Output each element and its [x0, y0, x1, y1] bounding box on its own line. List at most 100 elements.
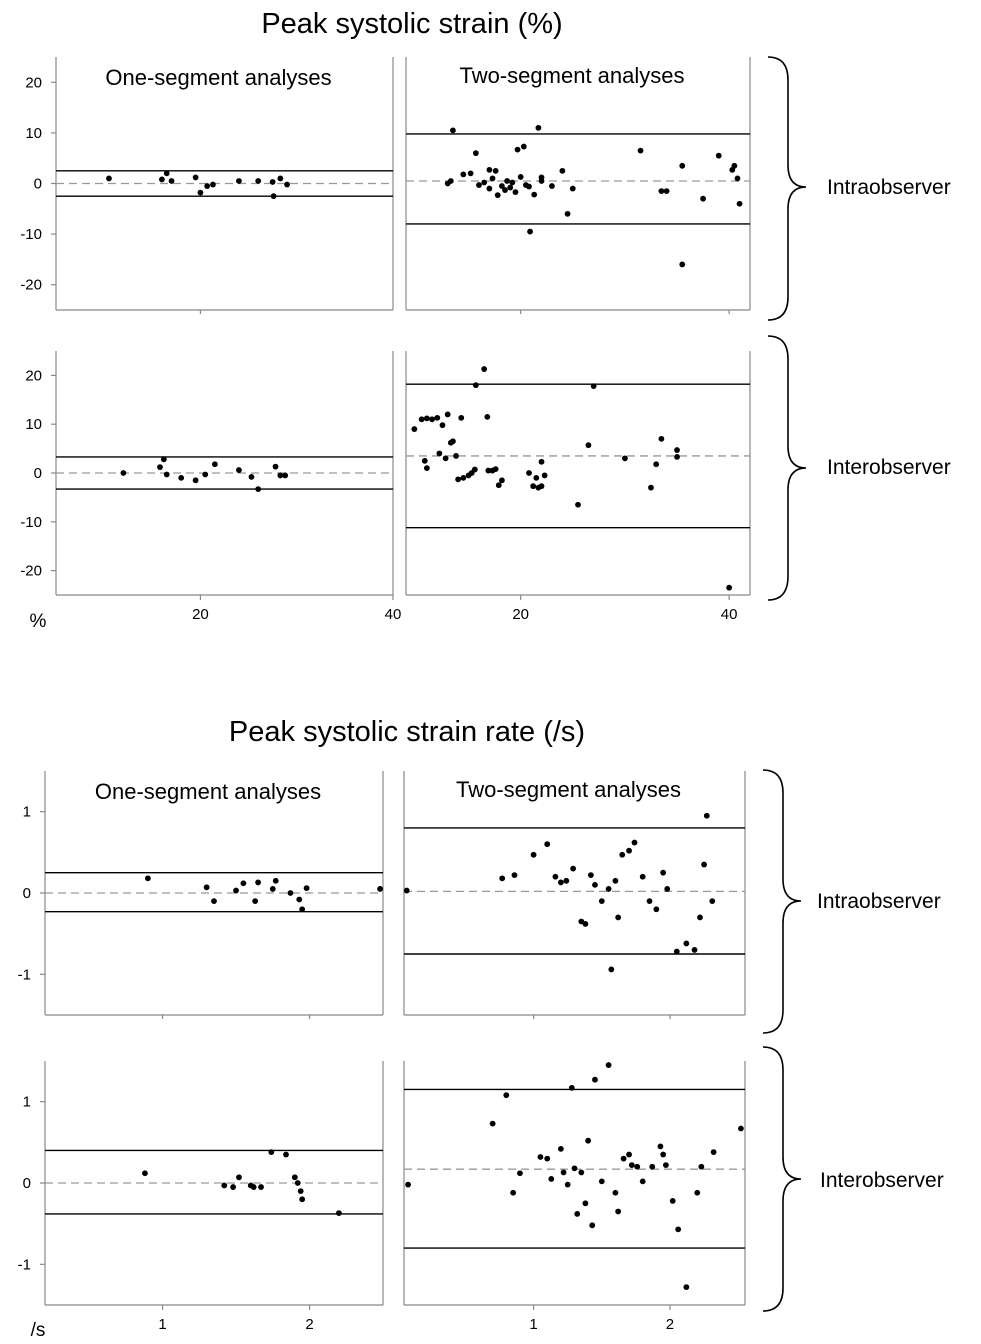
- data-point: [272, 877, 279, 884]
- data-point: [648, 484, 654, 491]
- data-point: [639, 873, 646, 880]
- data-point: [418, 416, 425, 423]
- data-point: [679, 261, 686, 268]
- y-tick-label: 1: [23, 1094, 31, 1111]
- data-point: [658, 435, 665, 442]
- data-point: [510, 1189, 517, 1196]
- data-point: [507, 184, 514, 191]
- data-point: [674, 453, 680, 460]
- panel-6: 1 0 -1 1 2: [18, 1061, 384, 1333]
- data-point: [557, 879, 564, 886]
- data-point: [236, 467, 242, 473]
- group-label-intraobserver-rate: Intraobserver: [817, 890, 941, 913]
- data-point: [548, 1176, 555, 1182]
- data-point: [637, 147, 644, 154]
- data-point: [615, 914, 622, 921]
- data-point: [527, 228, 533, 235]
- data-point: [160, 456, 167, 463]
- data-point: [582, 1200, 589, 1207]
- data-point: [277, 175, 284, 182]
- data-point: [492, 466, 499, 472]
- data-point: [282, 472, 289, 479]
- strain-rate-unit-label: /s: [31, 1320, 46, 1339]
- data-point: [439, 422, 446, 429]
- data-point: [481, 179, 488, 186]
- data-point: [486, 166, 493, 173]
- data-point: [615, 1208, 622, 1215]
- data-point: [622, 455, 628, 462]
- y-tick-label: 10: [25, 125, 42, 142]
- data-point: [268, 1149, 275, 1155]
- data-point: [736, 200, 743, 207]
- y-tick-label: 20: [25, 367, 42, 384]
- data-point: [258, 1184, 264, 1190]
- data-point: [564, 210, 571, 217]
- data-point: [738, 1125, 744, 1132]
- panel-4: 1 0 -1 One-segment analyses: [18, 771, 384, 1019]
- data-point: [660, 1151, 667, 1158]
- data-point: [287, 890, 294, 896]
- data-point: [429, 416, 435, 423]
- data-point: [423, 415, 430, 422]
- data-point: [568, 1084, 575, 1091]
- data-point: [142, 1170, 148, 1177]
- data-point: [163, 170, 170, 177]
- data-point: [336, 1210, 342, 1216]
- data-point: [255, 178, 262, 184]
- data-point: [303, 885, 310, 892]
- data-point: [674, 447, 680, 453]
- data-point: [560, 1169, 567, 1176]
- data-point: [559, 167, 566, 174]
- data-point: [434, 414, 441, 421]
- data-point: [731, 162, 738, 169]
- brace-interobserver-strain: [767, 335, 807, 601]
- data-point: [284, 181, 290, 188]
- data-point: [662, 1162, 669, 1169]
- panel-0: 20 10 0 -10 -20 One-segment analyses: [20, 57, 394, 314]
- data-point: [697, 914, 703, 921]
- x-tick-label: 1: [529, 1316, 537, 1333]
- data-point: [571, 1165, 578, 1172]
- data-point: [504, 178, 511, 184]
- data-point: [701, 861, 707, 868]
- panel-3: 20 40: [405, 351, 751, 623]
- data-point: [538, 174, 545, 181]
- data-point: [157, 464, 163, 471]
- data-point: [585, 1137, 592, 1144]
- data-point: [631, 839, 638, 846]
- data-point: [549, 183, 555, 189]
- data-point: [499, 875, 506, 882]
- panel-title: One-segment analyses: [95, 779, 321, 804]
- data-point: [203, 884, 210, 891]
- data-point: [512, 189, 519, 196]
- data-point: [700, 195, 706, 202]
- data-point: [526, 183, 532, 190]
- data-point: [192, 477, 199, 484]
- data-point: [294, 1180, 301, 1186]
- data-point: [557, 1145, 564, 1152]
- data-point: [660, 869, 667, 876]
- data-point: [248, 474, 255, 480]
- data-point: [236, 178, 242, 184]
- data-point: [675, 1226, 682, 1233]
- data-point: [178, 474, 185, 481]
- data-point: [587, 872, 594, 879]
- data-point: [514, 146, 521, 153]
- data-point: [144, 875, 151, 882]
- data-point: [605, 1062, 612, 1068]
- data-point: [538, 458, 545, 465]
- data-point: [423, 465, 430, 472]
- data-point: [460, 171, 467, 178]
- data-point: [492, 167, 499, 174]
- data-point: [163, 471, 170, 478]
- data-point: [233, 887, 239, 894]
- data-point: [236, 1174, 242, 1181]
- panel-1: Two-segment analyses: [405, 57, 751, 314]
- data-point: [499, 477, 505, 484]
- data-point: [403, 887, 410, 894]
- data-point: [277, 472, 284, 479]
- data-point: [592, 1076, 598, 1083]
- data-point: [552, 873, 559, 880]
- data-point: [715, 152, 722, 159]
